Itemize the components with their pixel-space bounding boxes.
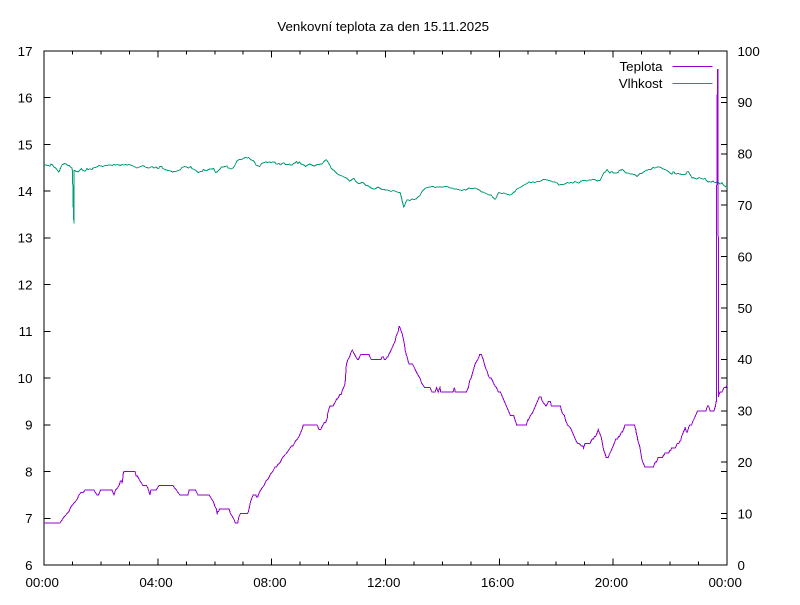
- svg-text:Venkovní teplota za den 15.11.: Venkovní teplota za den 15.11.2025: [277, 19, 489, 34]
- svg-text:00:00: 00:00: [26, 575, 59, 590]
- svg-text:13: 13: [18, 231, 33, 246]
- svg-text:50: 50: [738, 301, 753, 316]
- svg-text:0: 0: [738, 558, 745, 573]
- svg-text:10: 10: [738, 506, 753, 521]
- svg-text:80: 80: [738, 147, 753, 162]
- svg-text:11: 11: [19, 324, 33, 339]
- svg-text:40: 40: [738, 352, 753, 367]
- svg-text:16:00: 16:00: [481, 575, 514, 590]
- svg-text:90: 90: [738, 95, 753, 110]
- svg-text:12: 12: [18, 277, 33, 292]
- svg-text:00:00: 00:00: [709, 575, 742, 590]
- svg-text:14: 14: [18, 184, 33, 199]
- svg-text:Teplota: Teplota: [620, 59, 664, 74]
- svg-text:08:00: 08:00: [253, 575, 286, 590]
- svg-text:7: 7: [25, 511, 32, 526]
- svg-text:6: 6: [25, 558, 32, 573]
- svg-text:12:00: 12:00: [367, 575, 400, 590]
- svg-text:8: 8: [25, 464, 32, 479]
- svg-text:10: 10: [18, 371, 33, 386]
- svg-text:16: 16: [18, 91, 33, 106]
- svg-text:9: 9: [25, 418, 32, 433]
- svg-text:Vlhkost: Vlhkost: [619, 76, 663, 91]
- svg-text:30: 30: [738, 404, 753, 419]
- svg-text:04:00: 04:00: [139, 575, 172, 590]
- svg-text:60: 60: [738, 249, 753, 264]
- svg-text:100: 100: [738, 44, 760, 59]
- svg-text:17: 17: [18, 44, 33, 59]
- svg-text:20: 20: [738, 455, 753, 470]
- svg-text:15: 15: [18, 137, 33, 152]
- svg-text:70: 70: [738, 198, 753, 213]
- svg-text:20:00: 20:00: [595, 575, 628, 590]
